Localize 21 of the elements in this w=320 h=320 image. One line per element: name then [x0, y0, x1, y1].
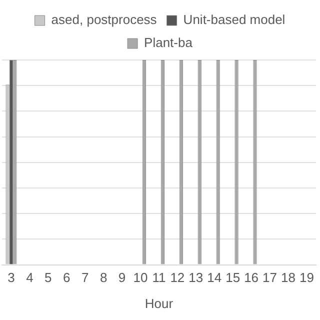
legend-label: ased, postprocess [51, 12, 158, 28]
x-tick-label: 5 [44, 270, 52, 286]
x-axis-title: Hour [144, 296, 174, 311]
x-tick-label: 4 [26, 270, 34, 286]
x-tick-label: 12 [170, 270, 185, 286]
x-tick-label: 13 [188, 270, 204, 286]
x-tick-label: 15 [226, 270, 240, 286]
x-tick-label: 19 [299, 270, 314, 286]
x-tick-label: 14 [207, 270, 222, 286]
x-tick-label: 11 [152, 270, 166, 286]
x-tick-label: 8 [100, 270, 108, 286]
x-tick-label: 17 [262, 270, 278, 286]
x-tick-label: 16 [244, 270, 259, 286]
legend-label: Plant-ba [144, 35, 194, 50]
x-tick-label: 9 [118, 270, 126, 286]
x-tick-label: 18 [281, 270, 296, 286]
x-tick-label: 6 [63, 270, 70, 286]
legend-label: Unit-based model [183, 12, 286, 28]
x-tick-label: 10 [133, 270, 148, 286]
x-tick-label: 7 [81, 270, 89, 286]
x-tick-label: 3 [8, 270, 15, 286]
